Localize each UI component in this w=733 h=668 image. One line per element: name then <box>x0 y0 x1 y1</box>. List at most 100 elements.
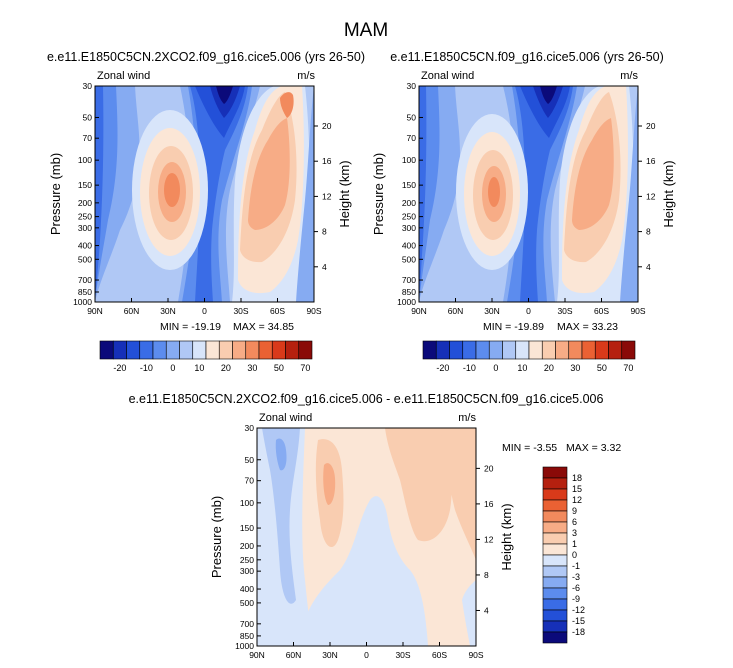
panel-1-ylabel: Pressure (mb) <box>48 153 63 235</box>
x-tick-label: 90S <box>468 650 483 660</box>
colorbar-swatch <box>541 340 556 360</box>
y-tick-label: 150 <box>402 180 416 190</box>
colorbar-label: 18 <box>572 473 582 483</box>
colorbar-swatch <box>192 340 207 360</box>
y-tick-label: 200 <box>240 541 254 551</box>
colorbar-label: 12 <box>572 495 582 505</box>
y-tick-label: 30 <box>83 81 93 91</box>
panel-3-max-label: MAX = 3.32 <box>566 442 621 454</box>
colorbar-swatch <box>581 340 596 360</box>
x-tick-label: 60S <box>270 306 285 316</box>
x-tick-label: 90S <box>630 306 645 316</box>
panel-2-ylabel: Pressure (mb) <box>371 153 386 235</box>
panel-1-min-label: MIN = -19.19 <box>160 321 221 333</box>
y-tick-label: 70 <box>407 133 417 143</box>
x-tick-label: 30N <box>322 650 338 660</box>
y-tick-label: 250 <box>78 212 92 222</box>
colorbar-swatch <box>218 340 233 360</box>
height-tick-label: 20 <box>484 463 494 473</box>
y-tick-label: 700 <box>78 275 92 285</box>
colorbar-label: -12 <box>572 605 585 615</box>
y-tick-label: 850 <box>78 287 92 297</box>
y-tick-label: 100 <box>402 155 416 165</box>
colorbar-label: 1 <box>572 539 577 549</box>
colorbar-swatch <box>271 340 286 360</box>
panel-3-ylabel-right: Height (km) <box>499 503 514 570</box>
height-tick-label: 8 <box>322 227 327 237</box>
y-tick-label: 300 <box>240 566 254 576</box>
x-tick-label: 90S <box>306 306 321 316</box>
colorbar-label: 50 <box>274 363 284 373</box>
colorbar-label: -20 <box>436 363 449 373</box>
panel-3: e.e11.E1850C5CN.2XCO2.f09_g16.cice5.006 … <box>129 392 622 660</box>
panel-2-max-label: MAX = 33.23 <box>557 321 618 333</box>
y-tick-label: 150 <box>240 523 254 533</box>
height-tick-label: 12 <box>322 191 332 201</box>
y-tick-label: 70 <box>245 476 255 486</box>
colorbar-label: 10 <box>517 363 527 373</box>
panel-3-ylabel: Pressure (mb) <box>209 496 224 578</box>
colorbar-label: -18 <box>572 627 585 637</box>
colorbar-label: -6 <box>572 583 580 593</box>
colorbar-swatch <box>621 340 636 360</box>
panel-2-units-label: m/s <box>620 70 638 82</box>
y-tick-label: 850 <box>402 287 416 297</box>
panel-2-ylabel-right: Height (km) <box>661 160 676 227</box>
colorbar-swatch <box>542 576 568 589</box>
colorbar-swatch <box>488 340 503 360</box>
colorbar-swatch <box>139 340 154 360</box>
colorbar-label: 3 <box>572 528 577 538</box>
panel-2: e.e11.E1850C5CN.f09_g16.cice5.006 (yrs 2… <box>371 50 676 373</box>
page-title: MAM <box>344 20 388 41</box>
colorbar-swatch <box>542 587 568 600</box>
y-tick-label: 70 <box>83 133 93 143</box>
x-tick-label: 60S <box>432 650 447 660</box>
colorbar-label: 6 <box>572 517 577 527</box>
x-tick-label: 0 <box>526 306 531 316</box>
height-tick-label: 12 <box>646 191 656 201</box>
y-tick-label: 400 <box>402 241 416 251</box>
colorbar-label: -3 <box>572 572 580 582</box>
colorbar-label: -10 <box>463 363 476 373</box>
panel-3-title: e.e11.E1850C5CN.2XCO2.f09_g16.cice5.006 … <box>129 392 604 406</box>
colorbar-swatch <box>245 340 260 360</box>
y-tick-label: 400 <box>78 241 92 251</box>
y-tick-label: 200 <box>78 198 92 208</box>
colorbar-swatch <box>112 340 127 360</box>
y-tick-label: 500 <box>402 254 416 264</box>
colorbar-label: 30 <box>570 363 580 373</box>
colorbar-swatch <box>542 499 568 512</box>
height-tick-label: 4 <box>484 605 489 615</box>
colorbar-swatch <box>542 477 568 490</box>
x-tick-label: 30S <box>233 306 248 316</box>
colorbar-swatch <box>542 466 568 479</box>
panel-3-field-label: Zonal wind <box>259 412 312 424</box>
colorbar-swatch <box>568 340 583 360</box>
colorbar-label: 70 <box>300 363 310 373</box>
height-tick-label: 16 <box>484 499 494 509</box>
colorbar-swatch <box>502 340 517 360</box>
y-tick-label: 500 <box>240 598 254 608</box>
colorbar-swatch <box>449 340 464 360</box>
x-tick-label: 90N <box>87 306 103 316</box>
y-tick-label: 1000 <box>73 297 92 307</box>
panel-3-contours <box>257 428 476 646</box>
colorbar-swatch <box>515 340 530 360</box>
y-tick-label: 1000 <box>235 641 254 651</box>
y-tick-label: 200 <box>402 198 416 208</box>
colorbar-swatch <box>232 340 247 360</box>
y-tick-label: 50 <box>245 455 255 465</box>
panel-3-axes: 90N 60N 30N 0 30S 60S 90S 30 50 70 100 150 200 250300… <box>235 423 494 660</box>
colorbar-label: 0 <box>170 363 175 373</box>
colorbar-swatch <box>542 510 568 523</box>
colorbar-label: 20 <box>544 363 554 373</box>
panel-1-contours <box>95 86 314 302</box>
y-tick-label: 250 <box>240 555 254 565</box>
panel-2-colorbar: -20 -10 0 10 20 30 50 70 <box>422 340 636 373</box>
colorbar-swatch <box>475 340 490 360</box>
colorbar-swatch <box>205 340 220 360</box>
colorbar-swatch <box>152 340 167 360</box>
x-tick-label: 30N <box>160 306 176 316</box>
x-tick-label: 0 <box>364 650 369 660</box>
